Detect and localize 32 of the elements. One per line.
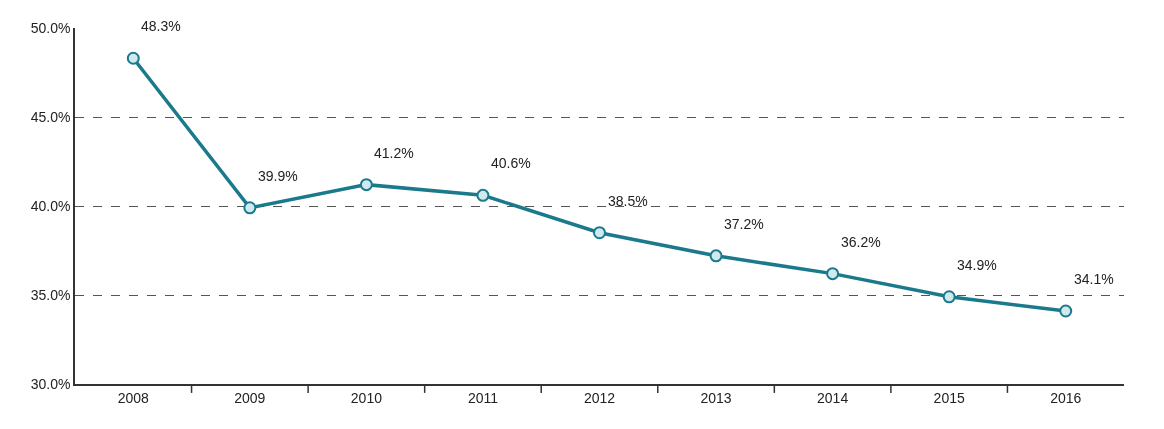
data-label: 34.1% <box>1074 271 1114 287</box>
point <box>243 201 257 215</box>
y-tick-label: 40.0% <box>30 197 71 214</box>
x-tick-label: 2015 <box>933 389 965 406</box>
data-label: 38.5% <box>608 193 648 209</box>
point <box>942 290 956 304</box>
x-tick-label: 2008 <box>117 389 150 406</box>
point <box>1059 304 1073 318</box>
y-tick-label: 30.0% <box>30 375 71 392</box>
x-tick-label: 2010 <box>350 389 383 406</box>
point <box>593 226 606 240</box>
x-tick-label: 2016 <box>1050 389 1082 406</box>
x-tick-label: 2014 <box>817 389 849 406</box>
point <box>359 178 373 192</box>
data-label: 34.9% <box>957 257 997 273</box>
data-label: 36.2% <box>841 234 881 250</box>
point <box>826 267 840 281</box>
x-tick-label: 2009 <box>234 389 266 406</box>
y-tick-label: 35.0% <box>30 286 71 303</box>
x-tick-label: 2012 <box>583 389 616 406</box>
y-tick-label: 45.0% <box>30 108 71 125</box>
x-tick-label: 2011 <box>467 389 499 406</box>
data-label: 39.9% <box>258 168 298 184</box>
data-label: 41.2% <box>374 145 414 161</box>
data-label: 40.6% <box>491 155 531 171</box>
point <box>476 188 490 202</box>
y-tick-label: 50.0% <box>30 19 71 36</box>
data-label: 48.3% <box>141 18 181 34</box>
point <box>709 249 723 263</box>
x-tick-label: 2013 <box>700 389 732 406</box>
data-label: 37.2% <box>724 216 764 232</box>
point <box>126 51 140 65</box>
